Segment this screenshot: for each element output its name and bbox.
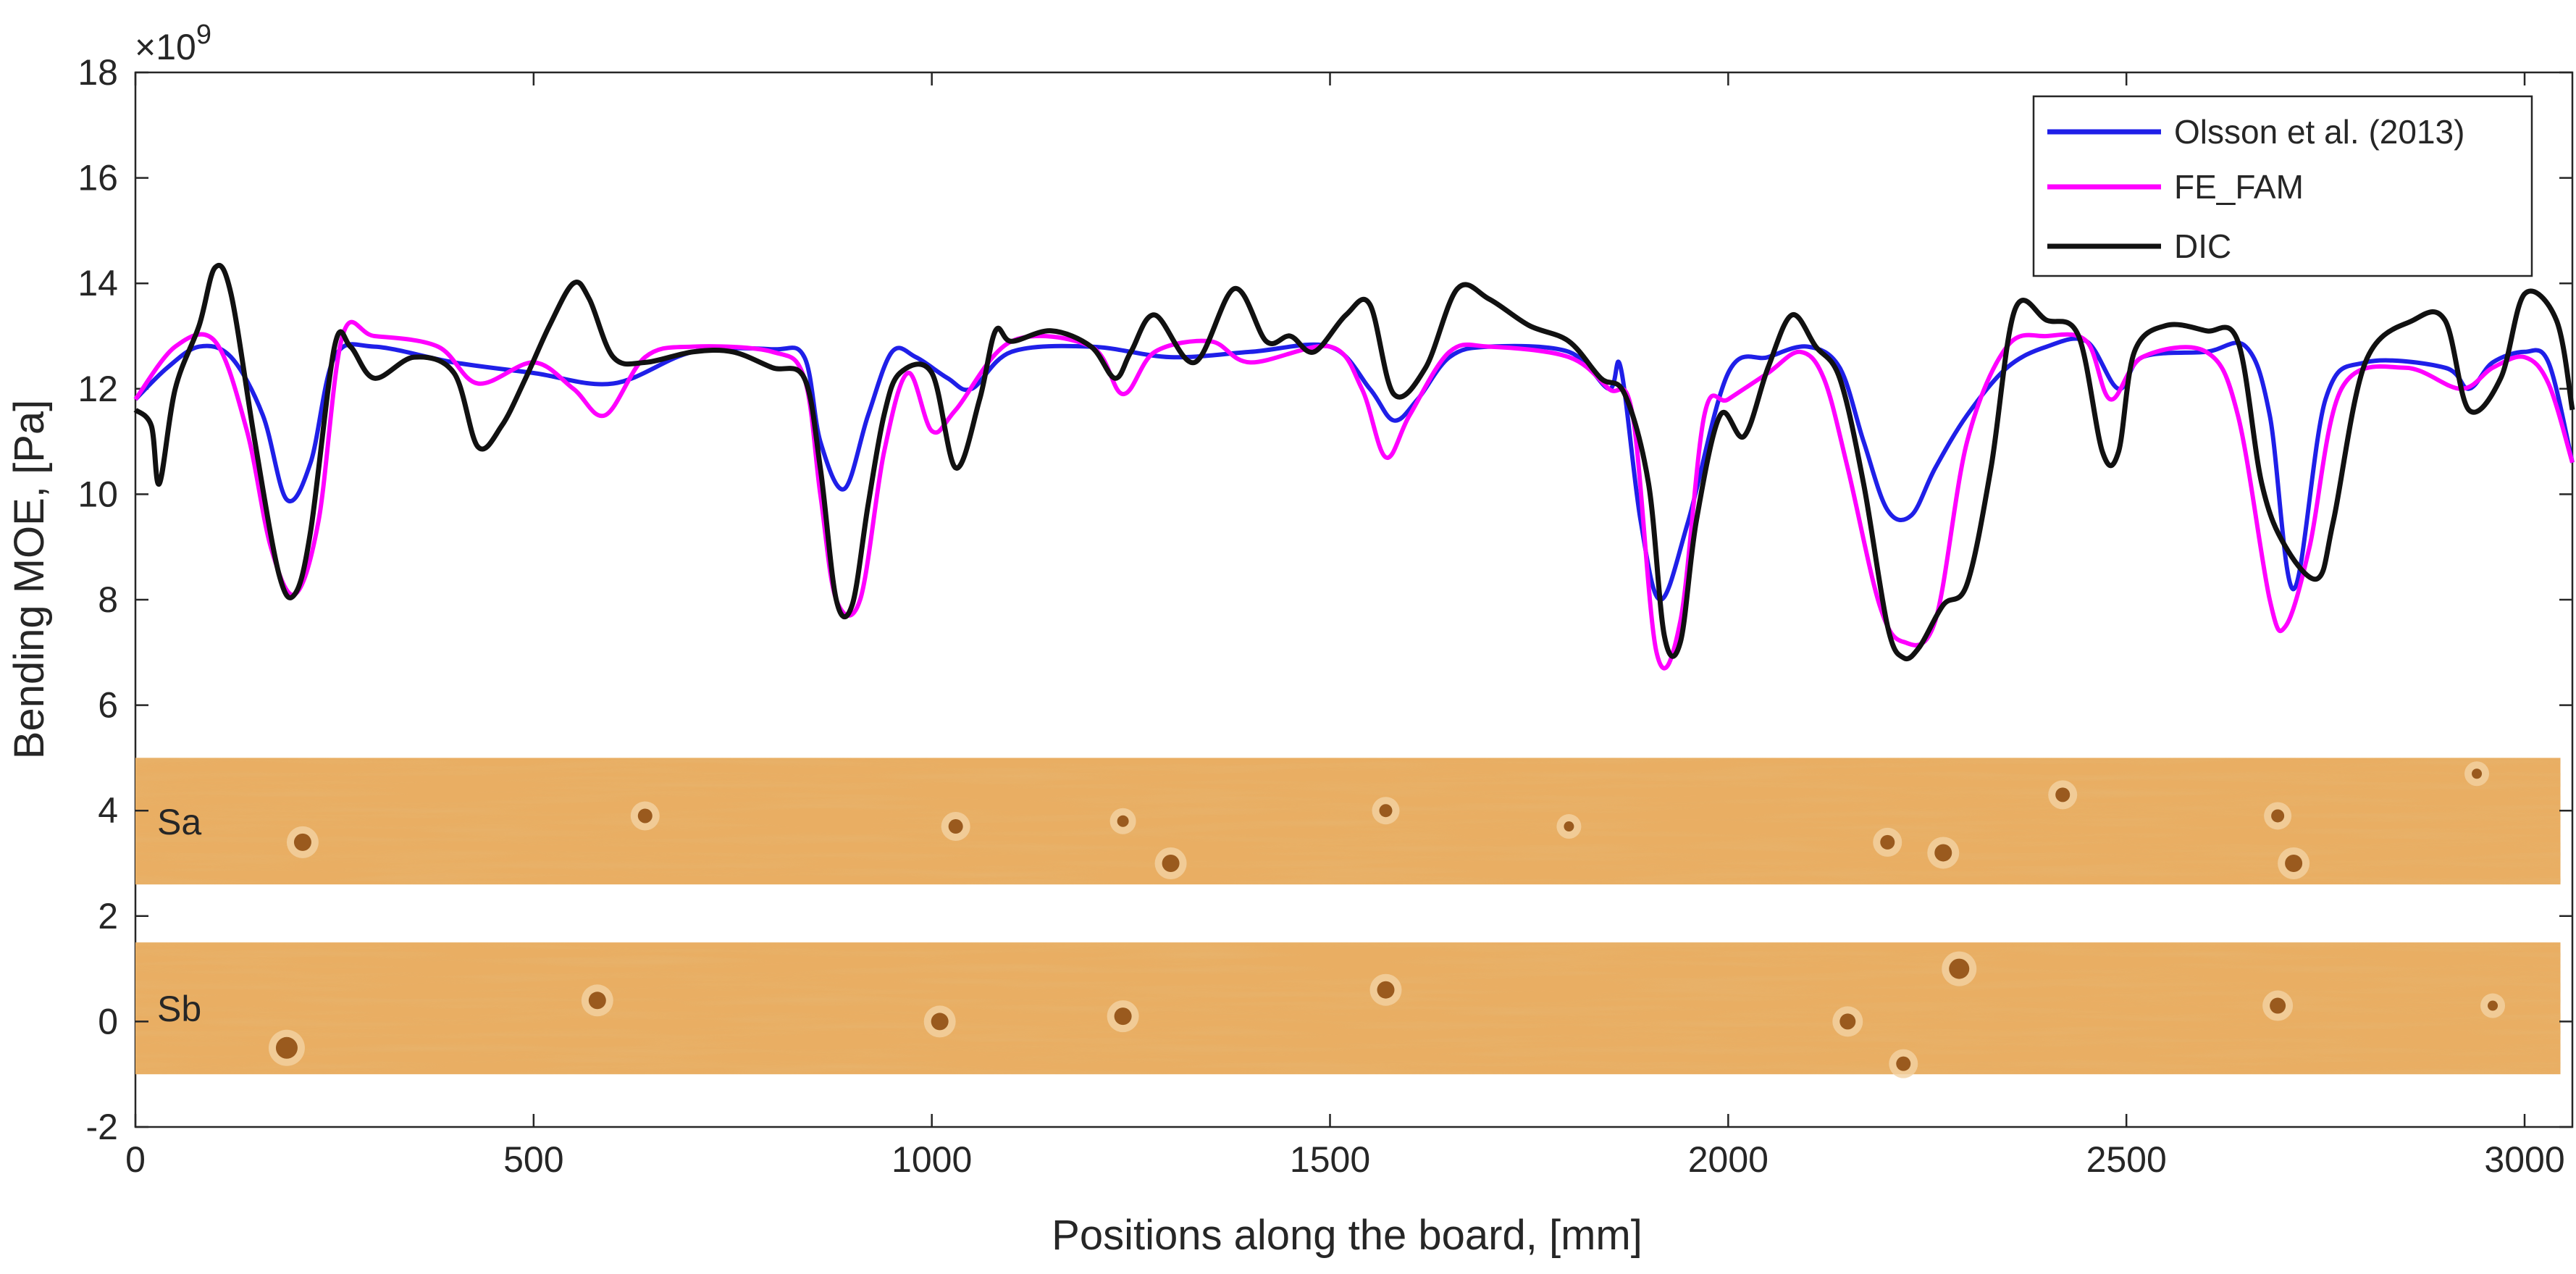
knot	[588, 992, 606, 1010]
y-tick-label: 8	[98, 579, 118, 620]
knot	[1114, 1007, 1132, 1026]
legend: Olsson et al. (2013) FE_FAM DIC	[2032, 95, 2533, 277]
y-tick-label: 10	[77, 474, 118, 514]
x-axis-title: Positions along the board, [mm]	[1052, 1212, 1642, 1259]
knot	[1162, 855, 1180, 872]
x-tick-label: 1000	[891, 1139, 972, 1180]
knot	[293, 833, 311, 851]
knot	[931, 1013, 949, 1031]
knot	[2055, 787, 2071, 802]
y-axis-exponent: ×109	[135, 20, 211, 67]
x-tick-label: 2500	[2086, 1139, 2167, 1180]
y-axis: -2 0 2 4 6 8 10 12 14 16 18	[77, 52, 2572, 1147]
y-tick-label: 14	[77, 263, 118, 303]
y-tick-label: -2	[86, 1107, 118, 1147]
knot	[2285, 855, 2303, 872]
series-olsson-line	[133, 336, 2575, 602]
x-tick-label: 3000	[2484, 1139, 2564, 1180]
x-tick-label: 1500	[1290, 1139, 1370, 1180]
knot	[1949, 958, 1970, 979]
knot	[948, 819, 963, 834]
board-images: Sa Sb	[135, 758, 2561, 1078]
board-grain	[135, 758, 2561, 885]
knot	[1839, 1013, 1856, 1030]
knot	[275, 1036, 298, 1059]
y-tick-label: 12	[77, 369, 118, 409]
board-grain	[135, 942, 2561, 1075]
knot	[2270, 997, 2286, 1014]
x-tick-label: 500	[503, 1139, 563, 1180]
knot	[2488, 1000, 2499, 1011]
knot	[2472, 768, 2483, 779]
knot	[1896, 1056, 1911, 1071]
series-dic-line	[133, 263, 2575, 662]
board-image-sa: Sa	[135, 758, 2561, 885]
x-tick-label: 2000	[1688, 1139, 1769, 1180]
legend-label-fe-fam: FE_FAM	[2174, 168, 2304, 206]
knot	[2271, 809, 2285, 823]
x-axis: 0 500 1000 1500 2000 2500 3000	[125, 72, 2565, 1180]
knot	[1564, 821, 1574, 832]
series-layer	[133, 263, 2575, 671]
legend-label-olsson: Olsson et al. (2013)	[2174, 113, 2464, 151]
y-tick-label: 0	[98, 1001, 118, 1042]
legend-label-dic: DIC	[2174, 227, 2231, 265]
y-tick-label: 4	[98, 790, 118, 831]
knot	[1934, 844, 1952, 862]
knot	[1377, 981, 1395, 999]
x-tick-label: 0	[125, 1139, 146, 1180]
y-tick-label: 2	[98, 896, 118, 936]
y-tick-label: 16	[77, 158, 118, 198]
knot	[1379, 804, 1393, 818]
board-label-sb: Sb	[157, 989, 201, 1029]
knot	[1880, 834, 1895, 850]
board-label-sa: Sa	[157, 802, 201, 842]
knot	[1117, 815, 1129, 827]
knot	[637, 808, 653, 824]
y-axis-title: Bending MOE, [Pa]	[6, 400, 53, 759]
board-image-sb: Sb	[135, 942, 2561, 1078]
y-tick-label: 18	[77, 52, 118, 93]
y-tick-label: 6	[98, 685, 118, 726]
